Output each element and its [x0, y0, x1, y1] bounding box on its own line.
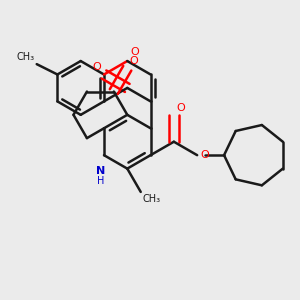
Text: H: H [97, 176, 105, 186]
Text: O: O [130, 47, 139, 57]
Text: N: N [96, 166, 106, 176]
Text: CH₃: CH₃ [143, 194, 161, 204]
Text: O: O [92, 62, 101, 72]
Text: O: O [200, 150, 209, 160]
Text: O: O [129, 56, 138, 66]
Text: O: O [176, 103, 185, 113]
Text: CH₃: CH₃ [16, 52, 34, 62]
